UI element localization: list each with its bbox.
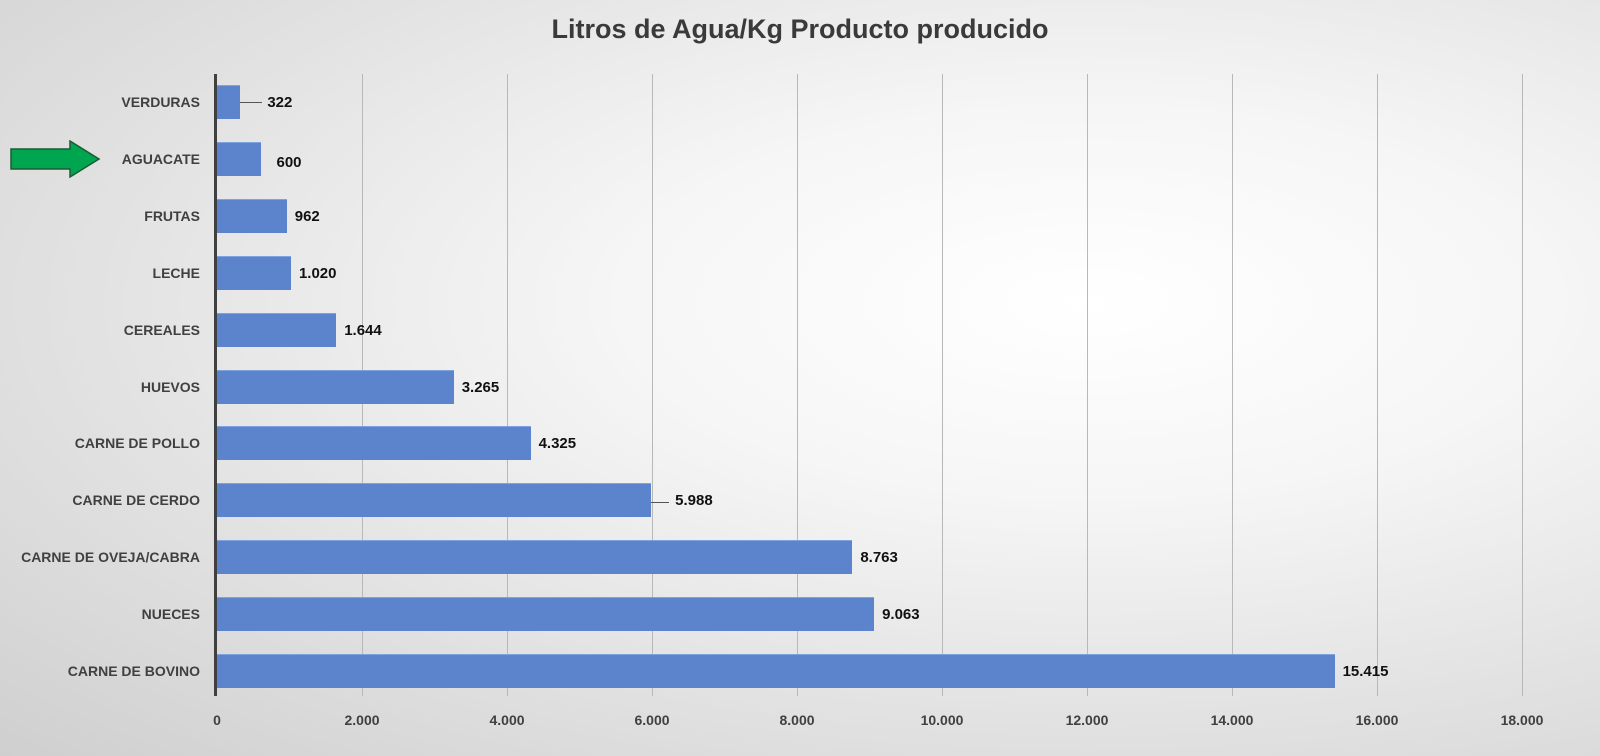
data-label: 9.063 — [882, 606, 920, 624]
x-tick-label: 14.000 — [1210, 712, 1254, 728]
data-label: 15.415 — [1342, 663, 1389, 680]
x-tick-label: 18.000 — [1500, 712, 1544, 728]
category-label: FRUTAS — [144, 207, 200, 224]
gridline — [1232, 74, 1233, 696]
data-label: 322 — [267, 94, 293, 111]
gridline — [942, 74, 943, 696]
leader-line — [240, 102, 263, 103]
category-label: LECHE — [152, 264, 200, 281]
category-label: CARNE DE BOVINO — [67, 663, 200, 679]
bar[interactable] — [217, 540, 853, 575]
x-tick-label: 16.000 — [1355, 712, 1399, 728]
bar[interactable] — [217, 198, 287, 233]
gridline — [1087, 74, 1088, 696]
bar[interactable] — [217, 426, 531, 461]
bar[interactable] — [217, 312, 337, 347]
x-tick-label: 4.000 — [489, 712, 525, 728]
category-label: NUECES — [141, 606, 200, 623]
category-label: HUEVOS — [140, 378, 200, 395]
gridline — [507, 74, 508, 696]
bar[interactable] — [217, 255, 291, 290]
category-label: CARNE DE POLLO — [74, 435, 200, 452]
leader-line — [651, 502, 670, 504]
category-label: CEREALES — [123, 321, 200, 338]
x-tick-label: 12.000 — [1065, 712, 1109, 728]
gridline — [797, 74, 798, 696]
x-tick-label: 10.000 — [920, 712, 964, 728]
data-label: 962 — [294, 207, 320, 225]
data-label: 1.644 — [344, 321, 382, 339]
plot-area: 322 600 962 1.020 1.644 3.265 4.325 5.988 8.763 9… — [214, 74, 1523, 696]
bar[interactable] — [217, 654, 1335, 688]
bar[interactable] — [217, 483, 652, 518]
green-arrow-icon — [10, 140, 101, 178]
bar[interactable] — [217, 597, 875, 632]
category-label: AGUACATE — [121, 150, 200, 167]
gridline — [1377, 74, 1378, 696]
y-axis-line — [214, 74, 217, 696]
data-label: 4.325 — [538, 435, 577, 453]
category-label: CARNE DE CERDO — [72, 492, 200, 509]
data-label: 1.020 — [298, 264, 337, 282]
bar[interactable] — [217, 85, 241, 119]
data-label: 5.988 — [675, 492, 713, 510]
gridline — [652, 74, 653, 696]
category-label: CARNE DE OVEJA/CABRA — [21, 549, 200, 566]
x-tick-label: 2.000 — [344, 712, 380, 728]
data-label: 8.763 — [860, 549, 898, 567]
gridline — [1522, 74, 1523, 696]
x-tick-label: 6.000 — [634, 712, 670, 728]
category-label: VERDURAS — [121, 94, 200, 110]
data-label: 600 — [276, 153, 302, 171]
x-tick-label: 0 — [213, 712, 221, 728]
bar[interactable] — [217, 141, 261, 176]
data-label: 3.265 — [461, 378, 500, 396]
chart-title: Litros de Agua/Kg Producto producido — [551, 14, 1049, 44]
bar[interactable] — [217, 369, 454, 404]
x-tick-label: 8.000 — [779, 712, 815, 728]
